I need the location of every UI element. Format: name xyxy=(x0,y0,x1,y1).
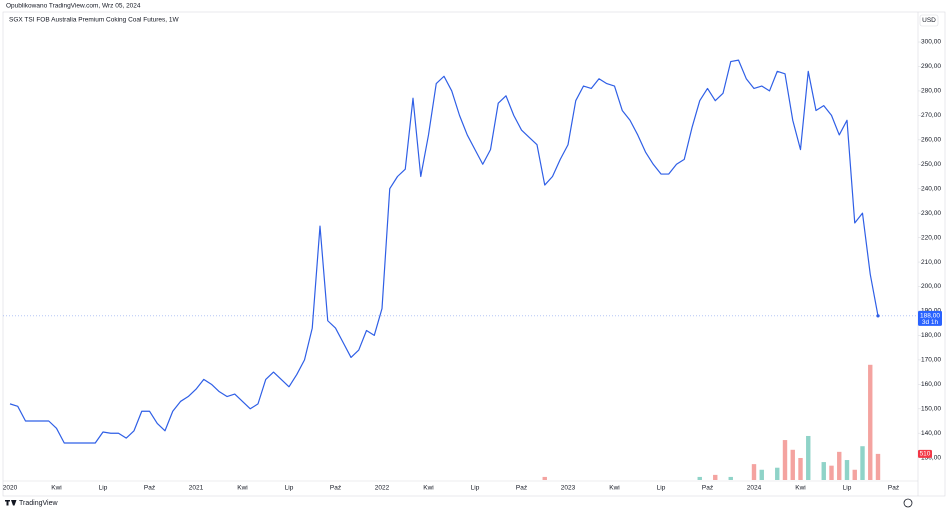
last-price-dot xyxy=(876,314,880,318)
x-tick-label: 2020 xyxy=(3,485,18,492)
legend: SGX TSI FOB Australia Premium Coking Coa… xyxy=(9,17,180,24)
x-tick-label: 2022 xyxy=(375,485,390,492)
chart-frame xyxy=(2,11,946,497)
y-tick-label: 240,00 xyxy=(921,185,941,192)
x-tick-label: Lip xyxy=(99,485,108,492)
x-tick-label: Kwi xyxy=(609,485,619,492)
brand: TradingView xyxy=(19,500,58,507)
plot: 130,00140,00150,00160,00170,00180,00190,… xyxy=(3,39,942,492)
volume-bar xyxy=(713,474,718,480)
volume-label: 510 xyxy=(920,451,931,458)
price-label-box xyxy=(918,310,942,326)
x-tick-label: Lip xyxy=(471,485,480,492)
y-tick-label: 200,00 xyxy=(921,283,941,290)
x-tick-label: 2024 xyxy=(747,485,762,492)
volume-bar xyxy=(852,469,857,480)
y-tick-label: 210,00 xyxy=(921,259,941,266)
published-note: Opublikowano TradingView.com, Wrz 05, 20… xyxy=(6,3,141,10)
y-tick-label: 140,00 xyxy=(921,430,941,437)
x-tick-label: Paź xyxy=(144,485,155,492)
volume-bar xyxy=(790,449,795,480)
volume-bar xyxy=(798,457,803,480)
x-tick-label: Paź xyxy=(516,485,527,492)
x-tick-label: Kwi xyxy=(51,485,61,492)
price-line xyxy=(9,59,879,444)
settings-icon[interactable] xyxy=(903,498,913,508)
y-tick-label: 150,00 xyxy=(921,405,941,412)
volume-bar xyxy=(751,464,757,480)
volume-bar xyxy=(782,440,788,480)
x-tick-label: Paź xyxy=(330,485,341,492)
y-tick-label: 230,00 xyxy=(921,210,941,217)
y-tick-label: 170,00 xyxy=(921,357,941,364)
y-tick-label: 290,00 xyxy=(921,63,941,70)
x-tick-label: Kwi xyxy=(423,485,433,492)
x-tick-label: 2023 xyxy=(561,485,576,492)
y-tick-label: 130,00 xyxy=(921,454,941,461)
currency-box[interactable] xyxy=(919,14,939,27)
x-tick-label: Lip xyxy=(285,485,294,492)
y-tick-label: 270,00 xyxy=(921,112,941,119)
y-tick-label: 250,00 xyxy=(921,161,941,168)
volume-bar xyxy=(728,476,733,480)
price-label: 188,00 xyxy=(920,313,940,320)
countdown: 3d 1h xyxy=(922,319,939,326)
x-tick-label: Lip xyxy=(843,485,852,492)
volume-bar xyxy=(697,476,702,480)
volume-label-box xyxy=(918,449,932,458)
volume-bar xyxy=(806,435,811,480)
y-tick-label: 220,00 xyxy=(921,234,941,241)
volume-bar xyxy=(821,462,826,480)
x-tick-label: Kwi xyxy=(237,485,247,492)
volume-bar xyxy=(759,469,764,480)
volume-bar xyxy=(542,476,547,480)
volume-bar xyxy=(829,465,834,480)
x-tick-label: Paź xyxy=(888,485,899,492)
y-tick-label: 160,00 xyxy=(921,381,941,388)
x-tick-label: Kwi xyxy=(795,485,805,492)
x-tick-label: Paź xyxy=(702,485,713,492)
y-tick-label: 260,00 xyxy=(921,137,941,144)
y-tick-label: 300,00 xyxy=(921,39,941,46)
volume-bar xyxy=(860,446,865,480)
y-tick-label: 180,00 xyxy=(921,332,941,339)
volume-bar xyxy=(868,364,873,480)
y-tick-label: 280,00 xyxy=(921,88,941,95)
volume-bar xyxy=(775,467,780,480)
volume-bar xyxy=(875,453,881,480)
volume-bar xyxy=(837,451,842,480)
logo xyxy=(5,500,17,506)
volume-bar xyxy=(844,460,850,480)
currency: USD xyxy=(922,17,936,24)
x-tick-label: 2021 xyxy=(189,485,204,492)
x-tick-label: Lip xyxy=(657,485,666,492)
